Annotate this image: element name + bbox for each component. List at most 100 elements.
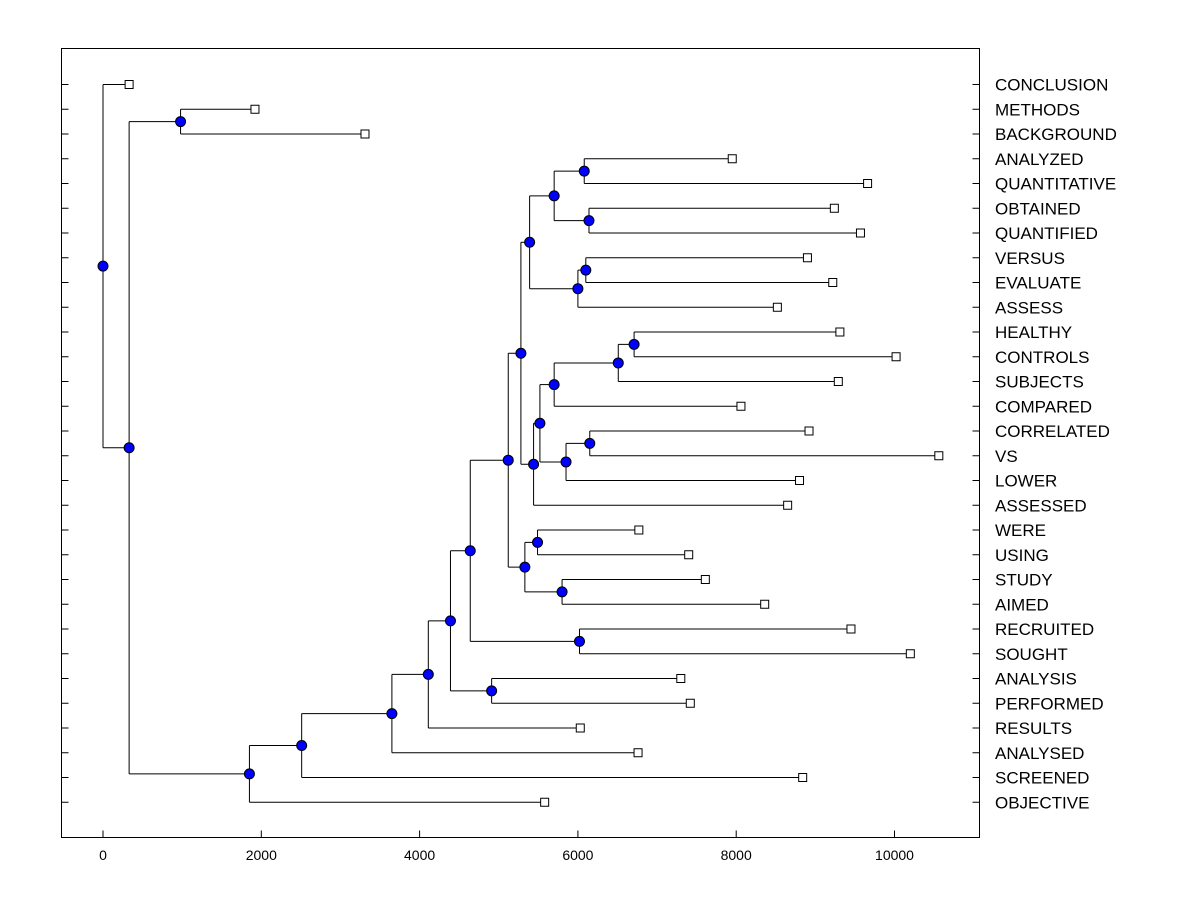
- leaf-label: CONCLUSION: [995, 76, 1108, 95]
- x-tick-label: 0: [99, 847, 107, 863]
- merge-node: [548, 190, 560, 202]
- leaf-marker: [833, 377, 843, 386]
- x-tick-label: 10000: [875, 847, 914, 863]
- leaf-marker: [575, 723, 585, 733]
- merge-node: [444, 615, 456, 627]
- leaf-label: LOWER: [995, 472, 1057, 491]
- leaf-marker: [685, 698, 695, 708]
- leaf-label: RESULTS: [995, 719, 1072, 738]
- leaf-label: RECRUITED: [995, 620, 1094, 639]
- merge-node: [612, 357, 624, 369]
- leaf-label: STUDY: [995, 571, 1053, 590]
- merge-node: [573, 635, 585, 647]
- merge-node: [534, 417, 546, 429]
- merge-node: [519, 561, 531, 573]
- merge-node: [486, 685, 498, 697]
- leaf-label: CONTROLS: [995, 348, 1089, 367]
- merge-node: [532, 536, 544, 548]
- leaf-marker: [804, 426, 814, 436]
- plot-frame: [61, 48, 980, 838]
- x-axis-ticks: 0 2000 4000 6000 8000 10000: [99, 830, 914, 863]
- leaf-label: WERE: [995, 521, 1046, 540]
- leaf-marker: [360, 129, 370, 139]
- leaf-label: COMPARED: [995, 397, 1092, 416]
- leaf-label: ANALYSIS: [995, 670, 1077, 689]
- right-tick-marks: [972, 84, 980, 803]
- leaf-marker: [684, 550, 694, 560]
- leaf-marker: [250, 104, 260, 114]
- x-tick-label: 8000: [721, 847, 752, 863]
- merge-node: [464, 545, 476, 557]
- x-tick-label: 6000: [562, 847, 593, 863]
- merge-node: [502, 454, 514, 466]
- leaf-marker: [676, 674, 686, 683]
- x-tick-label: 4000: [404, 847, 435, 863]
- leaf-label: ANALYSED: [995, 744, 1084, 763]
- leaf-label: SOUGHT: [995, 645, 1068, 664]
- merge-node: [572, 283, 584, 295]
- merge-node: [578, 165, 590, 177]
- leaf-label: EVALUATE: [995, 274, 1081, 293]
- leaf-marker: [540, 797, 550, 807]
- merge-node: [556, 586, 568, 598]
- leaf-marker: [634, 525, 644, 535]
- merge-node: [524, 236, 536, 248]
- merge-node: [583, 215, 595, 227]
- merge-node: [584, 437, 596, 449]
- merge-node: [175, 116, 187, 128]
- merge-node: [422, 668, 434, 680]
- x-tick-label: 2000: [246, 847, 277, 863]
- merge-node: [97, 260, 109, 272]
- leaf-label: ANALYZED: [995, 150, 1084, 169]
- leaf-marker: [772, 302, 782, 312]
- leaf-marker: [855, 228, 865, 238]
- dendrogram-branches: [102, 84, 939, 803]
- leaf-marker: [124, 80, 134, 89]
- leaf-marker: [727, 154, 737, 164]
- merge-node: [628, 338, 640, 350]
- leaf-label: OBTAINED: [995, 199, 1081, 218]
- leaf-label: QUANTIFIED: [995, 224, 1098, 243]
- leaf-marker: [828, 278, 838, 287]
- leaf-label: PERFORMED: [995, 694, 1104, 713]
- leaf-labels: CONCLUSION METHODS BACKGROUND ANALYZED QUANT…: [995, 76, 1117, 813]
- leaf-markers: [124, 80, 944, 807]
- leaf-marker: [700, 575, 710, 584]
- leaf-marker: [891, 352, 901, 362]
- merge-node: [580, 264, 592, 276]
- merge-node: [296, 740, 308, 752]
- leaf-marker: [829, 203, 839, 213]
- leaf-label: SUBJECTS: [995, 373, 1084, 392]
- leaf-label: CORRELATED: [995, 422, 1110, 441]
- merge-node: [548, 379, 560, 391]
- leaf-marker: [835, 327, 845, 337]
- leaf-label: METHODS: [995, 100, 1080, 119]
- merge-node: [243, 768, 255, 780]
- left-tick-marks: [61, 84, 69, 803]
- leaf-label: SCREENED: [995, 769, 1089, 788]
- leaf-label: VERSUS: [995, 249, 1065, 268]
- leaf-label: USING: [995, 546, 1049, 565]
- leaf-label: AIMED: [995, 595, 1049, 614]
- leaf-marker: [783, 500, 793, 510]
- leaf-label: ASSESS: [995, 298, 1063, 317]
- leaf-marker: [905, 649, 915, 659]
- merge-node: [560, 456, 572, 468]
- leaf-label: OBJECTIVE: [995, 793, 1089, 812]
- merge-node: [528, 458, 540, 470]
- leaf-marker: [846, 624, 856, 634]
- leaf-marker: [863, 179, 873, 188]
- leaf-marker: [798, 773, 808, 782]
- leaf-marker: [934, 451, 944, 461]
- leaf-marker: [633, 748, 643, 758]
- leaf-label: VS: [995, 447, 1018, 466]
- leaf-label: HEALTHY: [995, 323, 1072, 342]
- leaf-marker: [802, 253, 812, 263]
- merge-node: [123, 442, 135, 454]
- leaf-label: QUANTITATIVE: [995, 175, 1116, 194]
- leaf-marker: [795, 476, 805, 485]
- merge-node: [386, 708, 398, 720]
- leaf-label: ASSESSED: [995, 496, 1087, 515]
- leaf-marker: [736, 401, 746, 411]
